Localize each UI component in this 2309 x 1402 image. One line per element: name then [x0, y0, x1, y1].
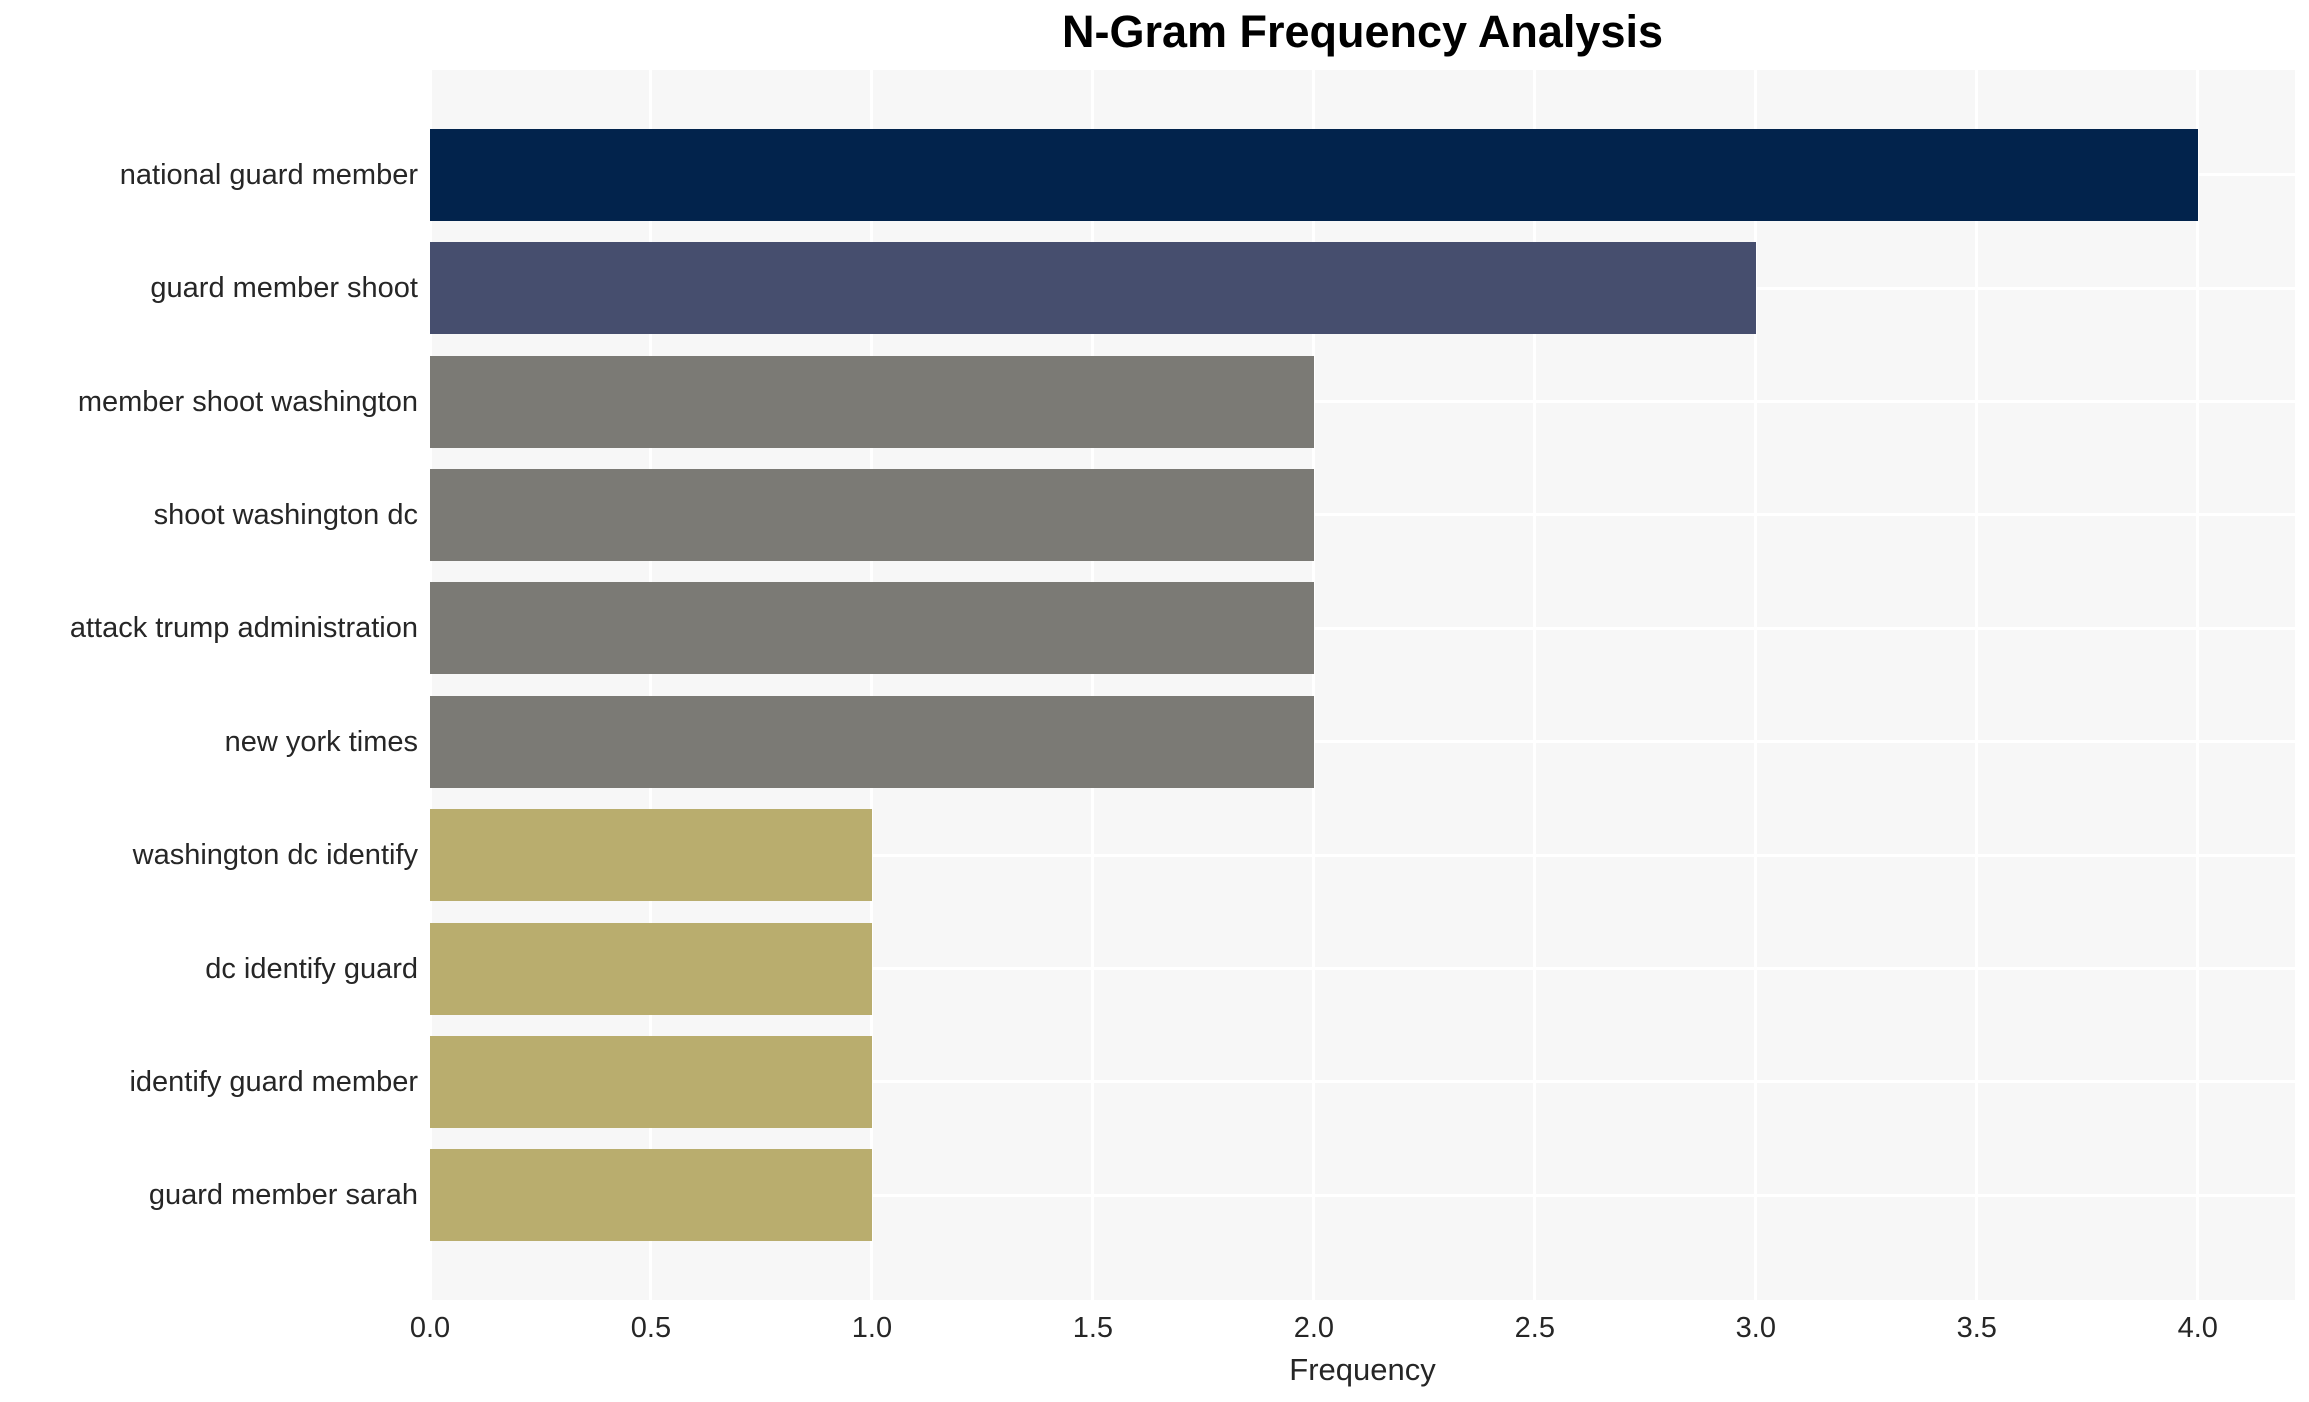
- x-gridline: [870, 70, 874, 1300]
- x-gridline: [1975, 70, 1979, 1300]
- category-label: identify guard member: [129, 1065, 418, 1098]
- bar: [430, 695, 1314, 788]
- y-gridline: [430, 400, 2295, 403]
- x-gridline: [2196, 70, 2200, 1300]
- category-label: shoot washington dc: [153, 498, 418, 531]
- y-gridline: [430, 1080, 2295, 1084]
- y-gridline: [430, 626, 2295, 630]
- x-gridline: [1312, 70, 1316, 1300]
- category-label: member shoot washington: [77, 385, 418, 418]
- x-gridline: [1091, 70, 1095, 1300]
- bar: [430, 582, 1314, 675]
- y-gridline: [430, 1193, 2295, 1197]
- x-gridline: [1754, 70, 1758, 1300]
- bar: [430, 128, 2198, 221]
- bar: [430, 1149, 872, 1242]
- bar: [430, 922, 872, 1015]
- y-gridline: [430, 513, 2295, 517]
- x-gridline: [649, 70, 653, 1300]
- bar: [430, 809, 872, 902]
- bar: [430, 1035, 872, 1128]
- y-gridline: [430, 740, 2295, 744]
- x-tick-label: 0.5: [630, 1312, 672, 1344]
- x-tick-label: 3.5: [1956, 1312, 1997, 1344]
- category-label: dc identify guard: [205, 952, 418, 985]
- category-label: new york times: [224, 725, 418, 758]
- x-axis-title: Frequency: [1289, 1352, 1436, 1387]
- bar: [430, 468, 1314, 561]
- category-label: national guard member: [119, 158, 418, 191]
- chart-title: N-Gram Frequency Analysis: [1061, 6, 1664, 57]
- category-label: attack trump administration: [69, 612, 418, 645]
- y-gridline: [430, 967, 2295, 970]
- bar: [430, 242, 1756, 335]
- x-gridline: [1533, 70, 1537, 1300]
- category-label: guard member sarah: [148, 1179, 418, 1212]
- bar: [430, 355, 1314, 448]
- x-tick-label: 3.0: [1735, 1312, 1776, 1344]
- x-tick-label: 1.0: [851, 1312, 893, 1344]
- x-tick-label: 1.5: [1072, 1312, 1114, 1344]
- x-gridline: [430, 70, 432, 1300]
- category-label: guard member shoot: [150, 272, 418, 305]
- x-tick-label: 4.0: [2177, 1312, 2218, 1344]
- plot-area: [430, 70, 2295, 1300]
- x-tick-label: 0.0: [409, 1312, 451, 1344]
- y-gridline: [430, 853, 2295, 857]
- category-label: washington dc identify: [132, 839, 418, 872]
- x-tick-label: 2.5: [1514, 1312, 1555, 1344]
- x-tick-label: 2.0: [1293, 1312, 1335, 1344]
